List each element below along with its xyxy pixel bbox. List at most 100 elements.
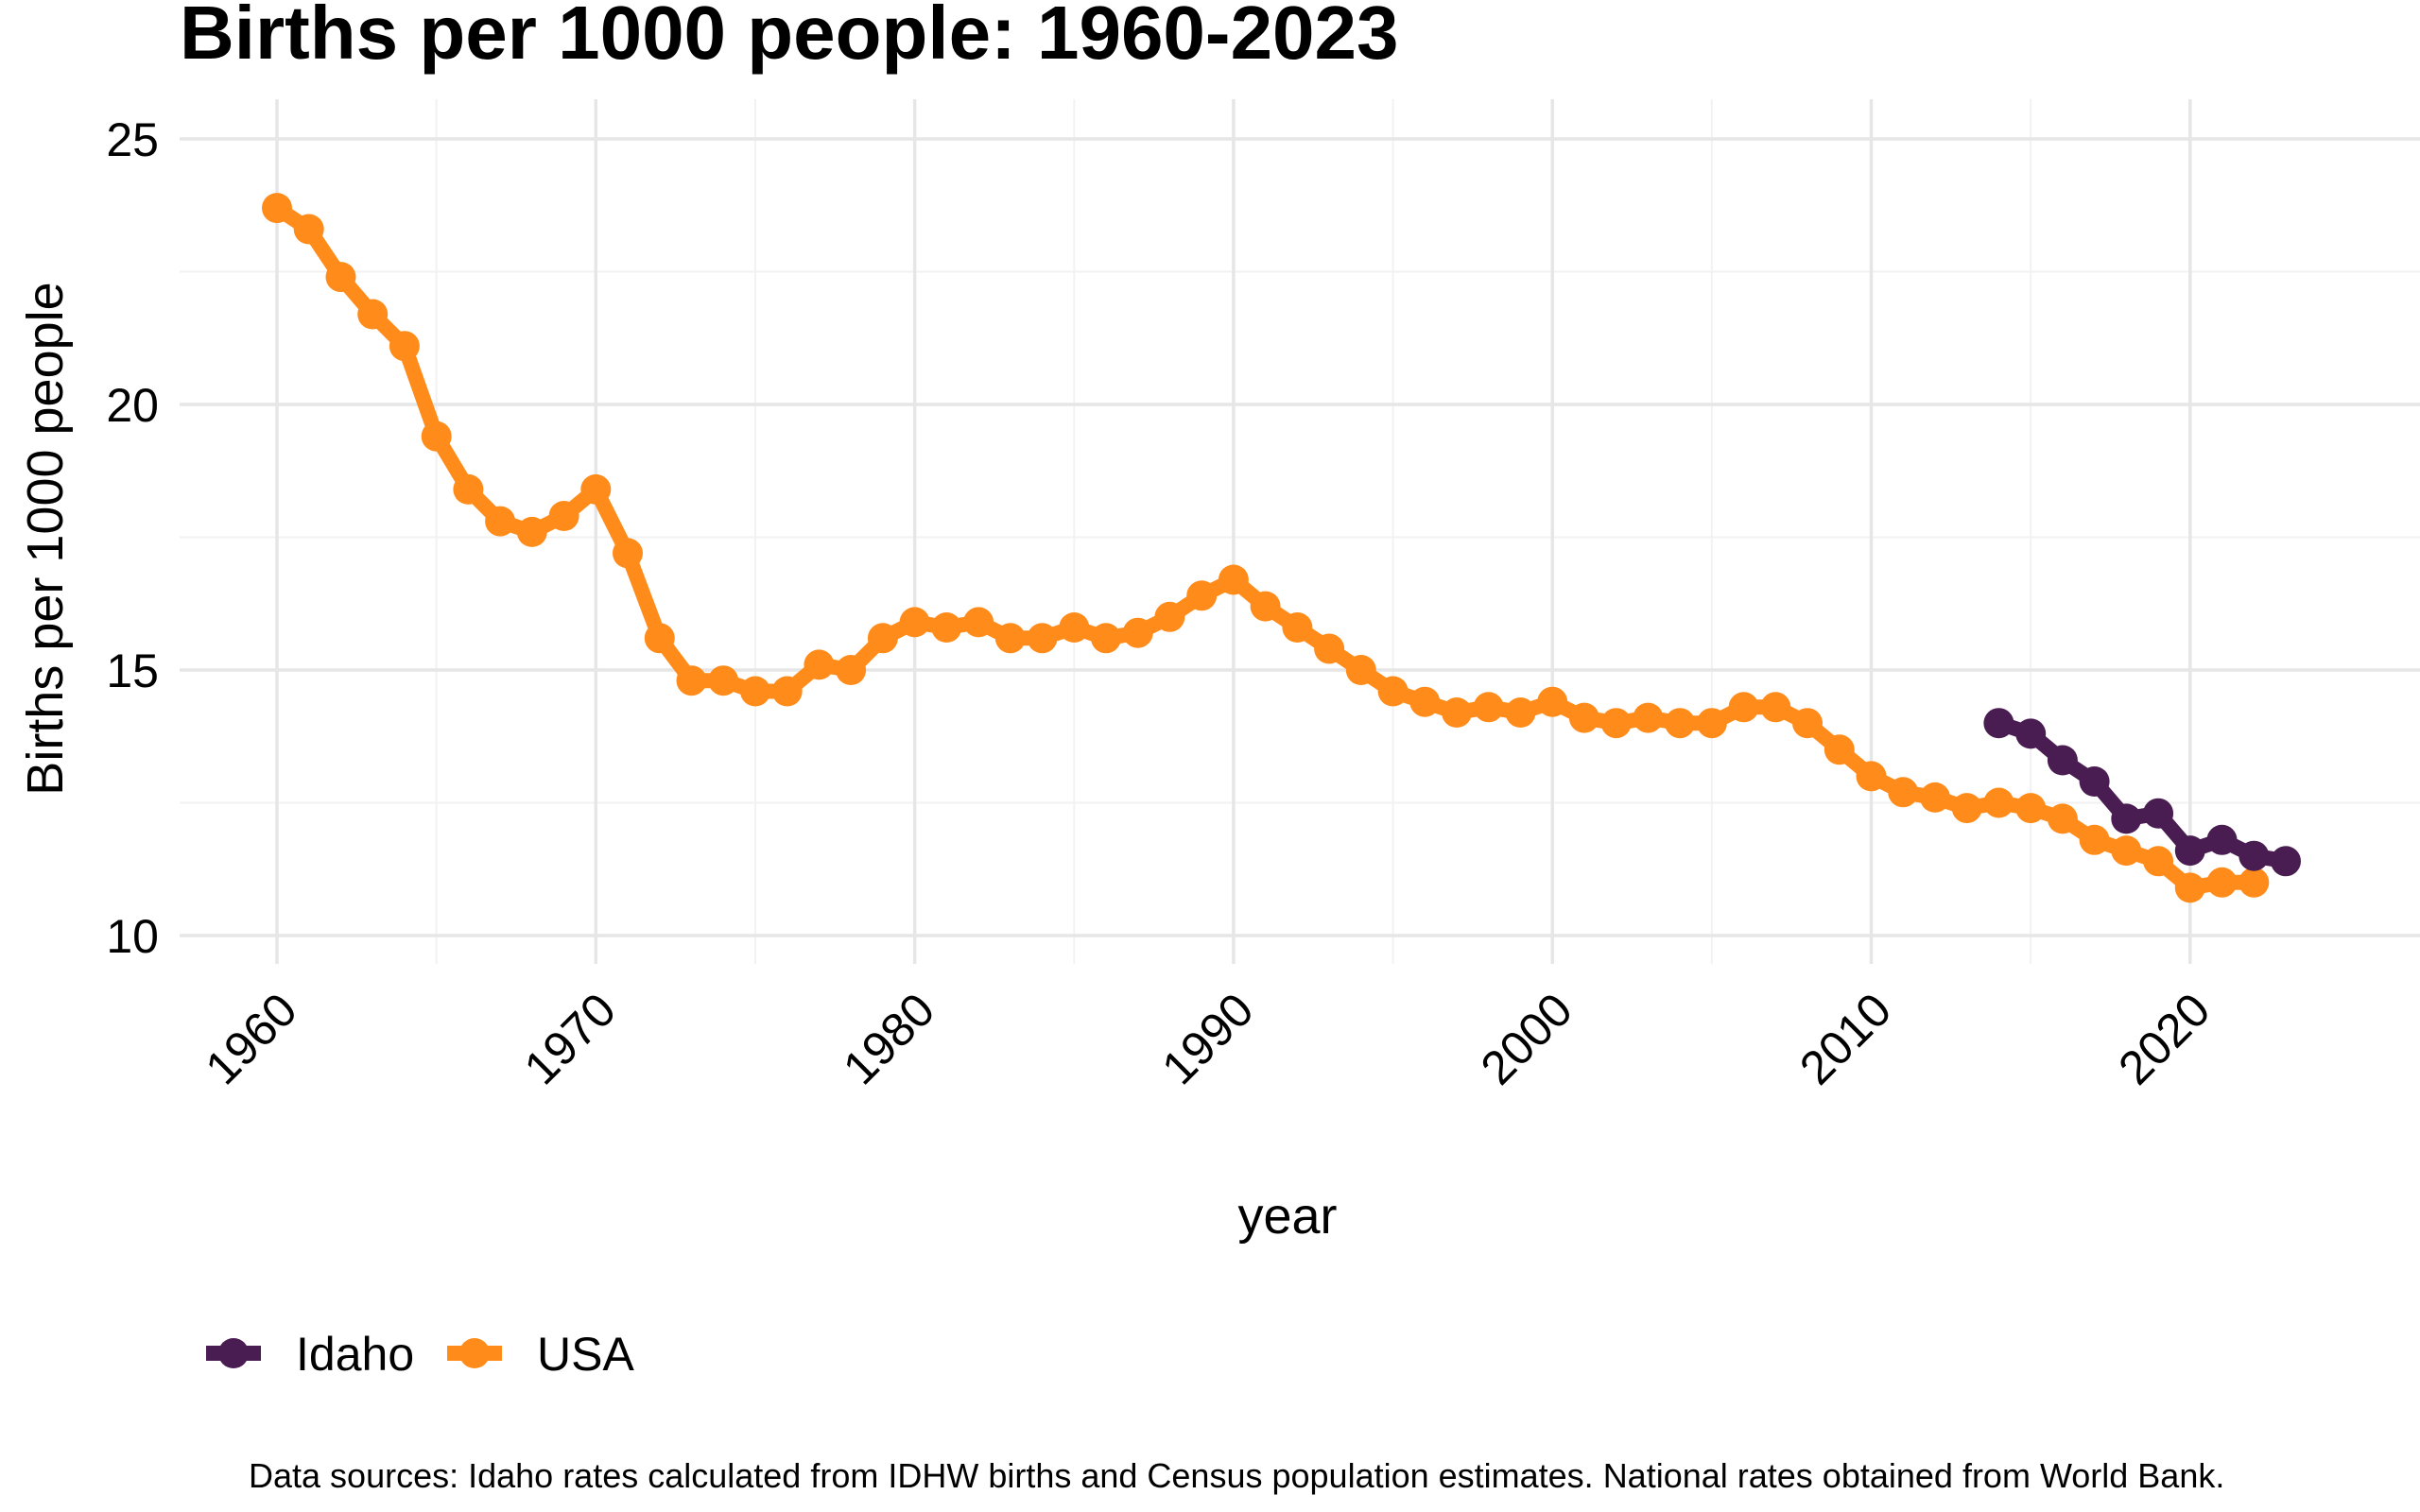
data-point-usa	[1314, 633, 1345, 664]
data-point-usa	[2206, 867, 2238, 898]
y-tick-label: 25	[106, 113, 159, 166]
data-point-usa	[771, 676, 803, 707]
data-point-usa	[613, 538, 643, 569]
data-point-idaho	[2047, 745, 2078, 776]
data-point-usa	[1665, 708, 1696, 739]
series-line-usa	[269, 200, 2262, 896]
y-tick-label: 15	[106, 644, 159, 697]
data-point-usa	[994, 623, 1026, 654]
legend-key-point	[459, 1338, 490, 1368]
data-point-usa	[1600, 708, 1632, 739]
x-tick-label: 1970	[514, 983, 626, 1094]
data-point-usa	[963, 607, 994, 638]
data-point-usa	[357, 299, 389, 330]
data-point-usa	[1282, 612, 1313, 643]
data-point-usa	[2174, 872, 2205, 903]
data-point-usa	[580, 473, 612, 505]
data-point-usa	[1537, 686, 1568, 717]
y-tick-label: 10	[106, 910, 159, 963]
data-point-idaho	[2174, 835, 2205, 867]
data-point-usa	[1122, 617, 1153, 648]
x-tick-label: 2000	[1471, 983, 1582, 1094]
data-point-usa	[1186, 580, 1218, 611]
x-tick-label: 1990	[1151, 983, 1263, 1094]
x-tick-labels: 1960 1970 1980 1990 2000 2010 2020	[196, 983, 2221, 1094]
data-point-usa	[1920, 782, 1950, 813]
data-point-usa	[1027, 623, 1058, 654]
series-idaho	[1983, 708, 2301, 877]
x-tick-label: 1980	[833, 983, 944, 1094]
data-point-usa	[1059, 612, 1090, 643]
legend-key-point	[218, 1338, 249, 1368]
x-tick-label: 2020	[2108, 983, 2220, 1094]
data-point-usa	[1696, 708, 1727, 739]
data-point-usa	[899, 607, 930, 638]
data-point-usa	[1951, 793, 1982, 824]
data-point-usa	[1856, 761, 1887, 792]
x-axis-title: year	[1237, 1188, 1337, 1245]
data-point-usa	[2015, 793, 2047, 824]
data-point-usa	[262, 193, 292, 224]
y-axis-title: Births per 1000 people	[17, 282, 74, 795]
legend: Idaho USA	[206, 1328, 634, 1381]
data-point-usa	[1218, 564, 1249, 595]
legend-label: Idaho	[296, 1328, 414, 1381]
data-point-usa	[740, 676, 770, 707]
data-point-idaho	[2079, 766, 2110, 797]
data-point-usa	[1345, 655, 1376, 685]
data-point-usa	[644, 623, 675, 654]
series-line-idaho	[1991, 715, 2293, 869]
data-point-usa	[931, 612, 962, 643]
data-point-idaho	[2271, 846, 2301, 877]
data-point-usa	[2047, 803, 2078, 834]
data-point-usa	[1091, 623, 1121, 654]
legend-item-idaho: Idaho	[206, 1328, 414, 1381]
data-point-usa	[325, 262, 356, 293]
data-point-usa	[804, 649, 835, 680]
series-usa	[262, 193, 2270, 903]
data-point-usa	[1505, 697, 1536, 728]
data-point-idaho	[2015, 718, 2047, 749]
data-point-usa	[708, 665, 739, 696]
data-point-usa	[1792, 708, 1823, 739]
data-point-usa	[453, 473, 484, 505]
data-point-usa	[485, 506, 516, 537]
data-point-usa	[293, 214, 324, 245]
x-tick-label: 1960	[196, 983, 307, 1094]
data-point-usa	[1633, 702, 1664, 733]
data-point-idaho	[2206, 824, 2238, 855]
y-tick-label: 20	[106, 379, 159, 432]
data-point-usa	[1473, 692, 1504, 723]
y-tick-labels: 10 15 20 25	[106, 113, 159, 963]
data-point-usa	[516, 516, 547, 547]
data-point-usa	[1250, 591, 1281, 622]
data-point-idaho	[1983, 708, 2014, 739]
data-point-usa	[2143, 846, 2174, 877]
data-point-usa	[1442, 697, 1472, 728]
data-point-usa	[2238, 867, 2270, 898]
series-layer	[262, 193, 2301, 903]
data-point-usa	[1760, 692, 1791, 723]
data-point-usa	[2111, 835, 2142, 867]
data-point-usa	[421, 421, 452, 452]
data-point-usa	[1888, 777, 1919, 808]
data-point-idaho	[2111, 803, 2142, 834]
legend-item-usa: USA	[447, 1328, 634, 1381]
data-point-usa	[1154, 601, 1185, 632]
data-point-usa	[1728, 692, 1759, 723]
data-point-usa	[389, 331, 420, 362]
chart-title: Births per 1000 people: 1960-2023	[180, 0, 1399, 75]
x-tick-label: 2010	[1789, 983, 1901, 1094]
data-point-usa	[548, 501, 579, 531]
data-point-idaho	[2238, 840, 2270, 871]
grid	[180, 99, 2420, 964]
data-point-usa	[867, 623, 898, 654]
data-point-idaho	[2143, 798, 2174, 829]
data-point-usa	[1824, 734, 1855, 765]
chart-caption: Data sources: Idaho rates calculated fro…	[249, 1456, 2224, 1495]
data-point-usa	[836, 655, 867, 685]
legend-label: USA	[537, 1328, 634, 1381]
data-point-usa	[2079, 824, 2110, 855]
data-point-usa	[676, 665, 707, 696]
